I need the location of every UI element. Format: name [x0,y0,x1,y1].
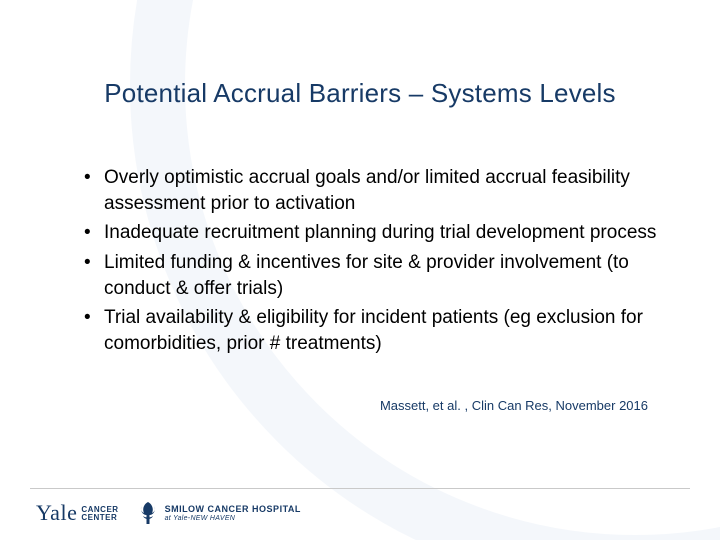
bullet-item: Trial availability & eligibility for inc… [82,305,660,356]
yale-wordmark: Yale [36,500,77,526]
smilow-line1: SMILOW CANCER HOSPITAL [165,505,301,514]
footer-logos: Yale CANCER CENTER SMILOW CANCER HOSPITA… [36,500,301,526]
footer-divider [30,488,690,489]
citation: Massett, et al. , Clin Can Res, November… [380,398,648,413]
bullet-item: Limited funding & incentives for site & … [82,250,660,301]
footer: Yale CANCER CENTER SMILOW CANCER HOSPITA… [0,488,720,540]
slide-title: Potential Accrual Barriers – Systems Lev… [0,78,720,109]
bullet-list: Overly optimistic accrual goals and/or l… [82,165,660,360]
smilow-text: SMILOW CANCER HOSPITAL at Yale-NEW HAVEN [165,505,301,522]
yale-cancer-center-logo: Yale CANCER CENTER [36,500,119,526]
bullet-item: Overly optimistic accrual goals and/or l… [82,165,660,216]
tree-icon [137,500,159,526]
slide: Potential Accrual Barriers – Systems Lev… [0,0,720,540]
ycc-label: CANCER CENTER [81,504,118,522]
ycc-line2: CENTER [81,514,118,522]
smilow-logo: SMILOW CANCER HOSPITAL at Yale-NEW HAVEN [137,500,301,526]
bullet-item: Inadequate recruitment planning during t… [82,220,660,246]
smilow-line2: at Yale-NEW HAVEN [165,515,301,522]
